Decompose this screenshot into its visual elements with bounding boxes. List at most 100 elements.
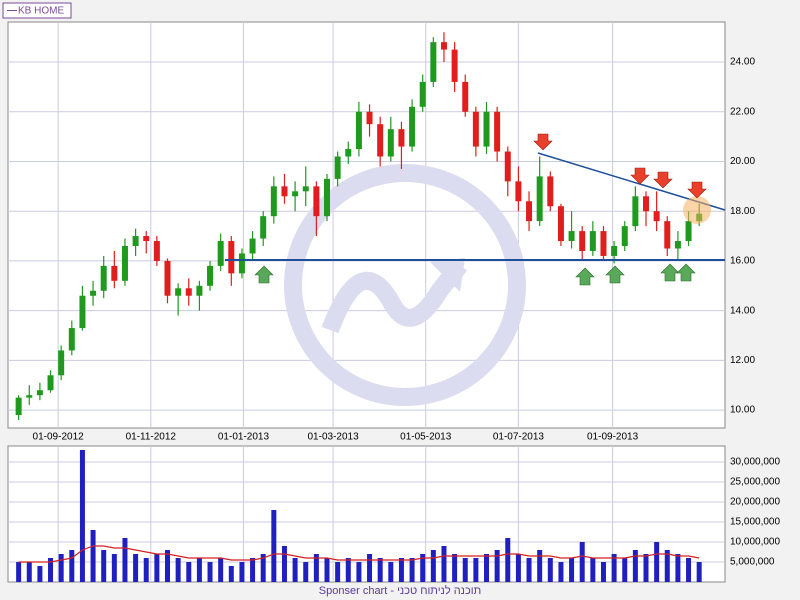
candle-body bbox=[685, 221, 692, 242]
candle-body bbox=[58, 350, 65, 376]
candle-body bbox=[504, 151, 511, 182]
candle-body bbox=[217, 241, 224, 266]
volume-bar bbox=[58, 554, 64, 582]
volume-bar bbox=[207, 562, 213, 582]
x-tick-label: 01-07-2013 bbox=[493, 432, 545, 443]
volume-bar bbox=[494, 550, 500, 582]
candle-body bbox=[228, 241, 235, 274]
volume-bar bbox=[37, 566, 43, 582]
y-tick-label: 24.00 bbox=[730, 57, 755, 68]
candle-body bbox=[409, 106, 416, 147]
volume-bar bbox=[441, 546, 447, 582]
x-tick-label: 01-09-2013 bbox=[587, 432, 639, 443]
candle-body bbox=[674, 241, 681, 249]
volume-bar bbox=[303, 562, 309, 582]
candle-body bbox=[26, 395, 33, 398]
candle-body bbox=[100, 265, 107, 291]
volume-bar bbox=[79, 450, 85, 582]
y-tick-label: 15,000,000 bbox=[730, 517, 780, 528]
candle-body bbox=[440, 42, 447, 50]
volume-bar bbox=[228, 566, 234, 582]
volume-bar bbox=[526, 558, 532, 582]
candle-body bbox=[281, 186, 288, 197]
volume-bar bbox=[356, 562, 362, 582]
volume-bar bbox=[686, 558, 692, 582]
candle-body bbox=[472, 111, 479, 147]
y-tick-label: 12.00 bbox=[730, 355, 755, 366]
volume-panel bbox=[7, 445, 726, 583]
candle-body bbox=[164, 260, 171, 296]
y-tick-label: 30,000,000 bbox=[730, 457, 780, 468]
price-panel bbox=[7, 21, 726, 429]
candle-body bbox=[483, 111, 490, 147]
buy-arrows bbox=[254, 263, 696, 286]
watermark bbox=[321, 259, 468, 334]
candle-body bbox=[568, 231, 575, 242]
volume-bar bbox=[69, 550, 75, 582]
volume-bar bbox=[250, 558, 256, 582]
volume-bar bbox=[324, 558, 330, 582]
x-tick-label: 01-11-2012 bbox=[126, 432, 177, 443]
candle-body bbox=[377, 124, 384, 157]
candle-body bbox=[515, 181, 522, 202]
volume-bar bbox=[101, 550, 107, 582]
candle-body bbox=[313, 186, 320, 217]
candle-body bbox=[334, 156, 341, 179]
candle-body bbox=[526, 201, 533, 222]
volume-bar bbox=[196, 558, 202, 582]
y-tick-label: 5,000,000 bbox=[730, 557, 775, 568]
candle-body bbox=[494, 111, 501, 152]
candle-body bbox=[260, 216, 267, 239]
volume-bar bbox=[143, 558, 149, 582]
candle-body bbox=[207, 265, 214, 286]
candle-body bbox=[324, 178, 331, 217]
candle-body bbox=[579, 231, 586, 251]
volume-bar bbox=[16, 562, 22, 582]
candle-body bbox=[15, 397, 22, 416]
volume-bar bbox=[643, 554, 649, 582]
highlight bbox=[683, 196, 711, 224]
y-tick-label: 22.00 bbox=[730, 106, 755, 117]
candle-body bbox=[664, 221, 671, 249]
candle-body bbox=[121, 246, 128, 281]
volume-bar bbox=[239, 562, 245, 582]
volume-bar bbox=[569, 558, 575, 582]
sell-arrows bbox=[533, 133, 707, 199]
y-tick-label: 10,000,000 bbox=[730, 537, 780, 548]
volume-bar bbox=[133, 554, 139, 582]
x-tick-label: 01-09-2012 bbox=[33, 432, 85, 443]
candle-body bbox=[653, 211, 660, 222]
candle-body bbox=[249, 238, 256, 254]
x-tick-label: 01-05-2013 bbox=[400, 432, 452, 443]
candle-body bbox=[36, 390, 43, 396]
candle-body bbox=[398, 129, 405, 147]
volume-bar bbox=[515, 554, 521, 582]
x-tick-label: 01-01-2013 bbox=[218, 432, 270, 443]
candle-body bbox=[643, 196, 650, 212]
y-tick-label: 16.00 bbox=[730, 256, 755, 267]
volume-bar bbox=[271, 510, 277, 582]
volume-bar bbox=[398, 558, 404, 582]
legend-label: KB HOME bbox=[18, 6, 64, 17]
candle-body bbox=[196, 285, 203, 296]
volume-bar bbox=[558, 562, 564, 582]
x-tick-label: 01-03-2013 bbox=[308, 432, 360, 443]
legend bbox=[2, 2, 72, 19]
candle-body bbox=[387, 129, 394, 157]
y-tick-label: 25,000,000 bbox=[730, 477, 780, 488]
volume-bar bbox=[260, 554, 266, 582]
volume-bar bbox=[154, 554, 160, 582]
volume-bar bbox=[654, 542, 660, 582]
volume-bar bbox=[473, 558, 479, 582]
volume-bar bbox=[388, 562, 394, 582]
candle-body bbox=[111, 265, 118, 281]
candle-body bbox=[632, 196, 639, 227]
candle-body bbox=[302, 186, 309, 192]
volume-bar bbox=[537, 550, 543, 582]
candle-body bbox=[345, 149, 352, 157]
candle-body bbox=[547, 176, 554, 207]
volume-bar bbox=[590, 558, 596, 582]
candle-body bbox=[536, 176, 543, 222]
candle-body bbox=[270, 186, 277, 217]
